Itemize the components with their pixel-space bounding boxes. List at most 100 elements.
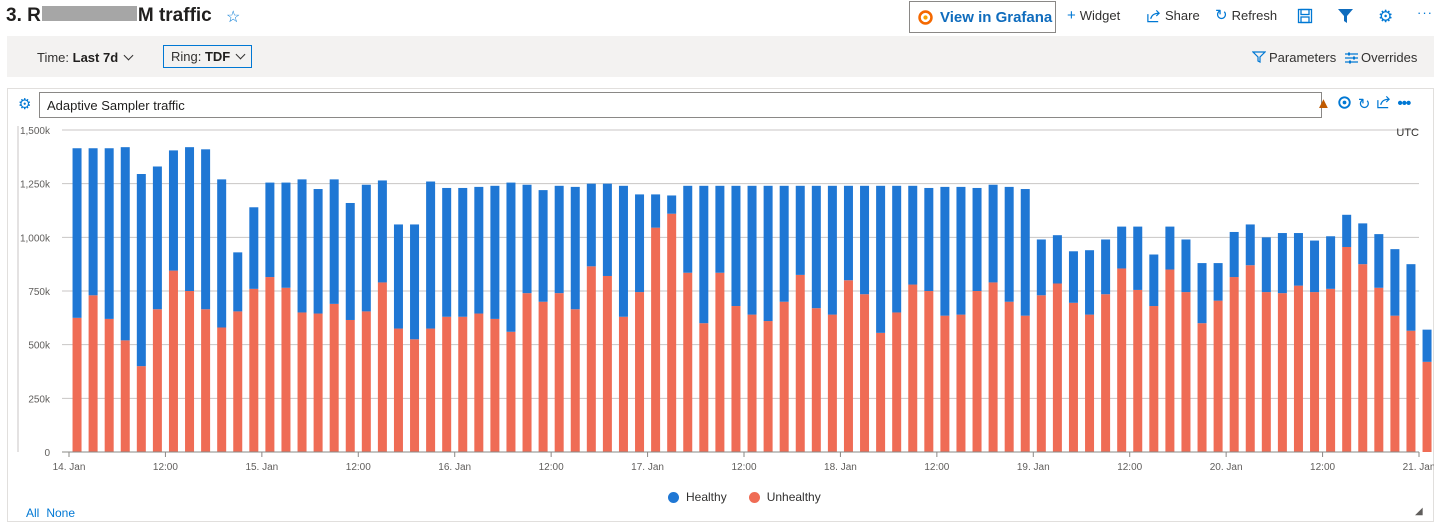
panel-title-field[interactable]: Adaptive Sampler traffic	[39, 92, 1322, 118]
bar-healthy	[1406, 264, 1416, 331]
refresh-button[interactable]: ↻ Refresh	[1215, 8, 1277, 23]
bar-unhealthy	[602, 275, 612, 452]
bar-healthy	[715, 185, 725, 273]
bar-healthy	[281, 182, 291, 288]
legend-all-link[interactable]: All	[26, 506, 40, 520]
favorite-star-icon[interactable]: ☆	[226, 9, 241, 26]
stacked-bar-chart: 0 250k 500k 750k 1,000k 1,250k 1,500k UTC 14. Ja…	[17, 126, 1434, 473]
bar-healthy	[667, 195, 677, 214]
bar-healthy	[120, 147, 130, 341]
bar-unhealthy	[892, 312, 902, 452]
bar-unhealthy	[474, 313, 484, 452]
y-tick-label: 1,250k	[20, 180, 51, 191]
bar-unhealthy	[458, 316, 468, 452]
bar-unhealthy	[988, 282, 998, 452]
ring-dropdown[interactable]: Ring: TDF	[163, 45, 253, 68]
x-tick-label: 18. Jan	[824, 462, 857, 473]
bar-healthy	[956, 186, 966, 315]
bar-unhealthy	[731, 306, 741, 452]
x-tick-label: 15. Jan	[245, 462, 278, 473]
legend-item-healthy[interactable]: Healthy	[668, 490, 727, 504]
save-button[interactable]	[1297, 8, 1313, 24]
grafana-icon	[918, 9, 933, 25]
x-tick-label: 12:00	[539, 462, 564, 473]
bar-healthy	[1085, 250, 1095, 315]
bar-unhealthy	[940, 315, 950, 452]
bar-unhealthy	[570, 309, 580, 452]
settings-button[interactable]: ⚙	[1378, 8, 1393, 25]
legend-item-unhealthy[interactable]: Unhealthy	[748, 490, 821, 504]
bar-healthy	[747, 185, 757, 315]
bar-healthy	[233, 252, 243, 312]
bar-unhealthy	[924, 291, 934, 452]
bar-unhealthy	[763, 321, 773, 452]
bar-unhealthy	[1406, 330, 1416, 452]
bar-healthy	[1374, 234, 1384, 288]
legend-none-link[interactable]: None	[46, 506, 76, 520]
warning-icon[interactable]: ▲	[1316, 95, 1331, 112]
more-options-button[interactable]: ···	[1417, 5, 1433, 20]
filter-button[interactable]	[1337, 8, 1354, 24]
bar-unhealthy	[361, 311, 371, 452]
bar-healthy	[265, 182, 275, 278]
plus-icon: +	[1067, 7, 1076, 24]
x-tick-label: 12:00	[346, 462, 371, 473]
bar-healthy	[410, 224, 420, 340]
grafana-icon[interactable]	[1337, 95, 1352, 110]
gear-icon: ⚙	[1378, 7, 1394, 26]
bar-healthy	[1197, 263, 1207, 324]
share-button[interactable]: Share	[1146, 8, 1200, 23]
bar-healthy	[1101, 239, 1111, 295]
bar-unhealthy	[1052, 283, 1062, 452]
overrides-button[interactable]: Overrides	[1345, 50, 1417, 65]
bar-healthy	[683, 185, 693, 273]
redacted-text	[41, 6, 137, 22]
view-in-grafana-button[interactable]: View in Grafana	[909, 1, 1056, 33]
x-tick-label: 21. Jan	[1403, 462, 1434, 473]
add-widget-button[interactable]: + Widget	[1067, 8, 1120, 23]
bar-unhealthy	[1213, 300, 1223, 452]
x-tick-label: 14. Jan	[53, 462, 86, 473]
bar-healthy	[1165, 226, 1175, 270]
bar-unhealthy	[908, 284, 918, 452]
parameters-button[interactable]: Parameters	[1252, 50, 1336, 65]
bar-unhealthy	[1358, 264, 1368, 452]
bar-healthy	[1422, 329, 1432, 362]
share-label: Share	[1165, 8, 1200, 23]
bar-unhealthy	[1261, 292, 1271, 452]
bar-healthy	[1310, 240, 1320, 293]
y-tick-label: 1,500k	[20, 126, 51, 137]
legend-label-unhealthy: Unhealthy	[766, 490, 821, 504]
bar-unhealthy	[1310, 292, 1320, 452]
bar-healthy	[635, 194, 645, 293]
bar-healthy	[377, 180, 387, 283]
overrides-icon	[1345, 52, 1358, 63]
bar-unhealthy	[1085, 314, 1095, 452]
bar-healthy	[763, 185, 773, 322]
bar-unhealthy	[506, 331, 516, 452]
bar-unhealthy	[554, 293, 564, 452]
bar-unhealthy	[249, 288, 259, 452]
parameters-icon	[1252, 51, 1266, 63]
view-in-grafana-label: View in Grafana	[940, 8, 1053, 26]
bar-healthy	[442, 187, 452, 317]
legend-dot-unhealthy	[748, 491, 760, 503]
x-tick-label: 19. Jan	[1017, 462, 1050, 473]
more-icon[interactable]: •••	[1397, 95, 1411, 112]
bar-healthy	[458, 187, 468, 317]
time-range-dropdown[interactable]: Time: Last 7d	[37, 50, 134, 65]
share-icon[interactable]	[1376, 95, 1391, 109]
bar-healthy	[297, 179, 307, 313]
bar-healthy	[602, 183, 612, 276]
refresh-icon[interactable]: ↻	[1357, 96, 1371, 113]
bar-unhealthy	[217, 327, 227, 452]
bar-unhealthy	[683, 272, 693, 452]
more-icon: ···	[1417, 5, 1433, 20]
bar-unhealthy	[956, 314, 966, 452]
bar-unhealthy	[297, 312, 307, 452]
panel-settings-gear-icon[interactable]: ⚙	[18, 96, 32, 113]
bar-unhealthy	[201, 309, 211, 452]
x-tick-label: 16. Jan	[438, 462, 471, 473]
bar-unhealthy	[618, 316, 628, 452]
resize-handle-icon[interactable]: ◢	[1415, 506, 1423, 517]
